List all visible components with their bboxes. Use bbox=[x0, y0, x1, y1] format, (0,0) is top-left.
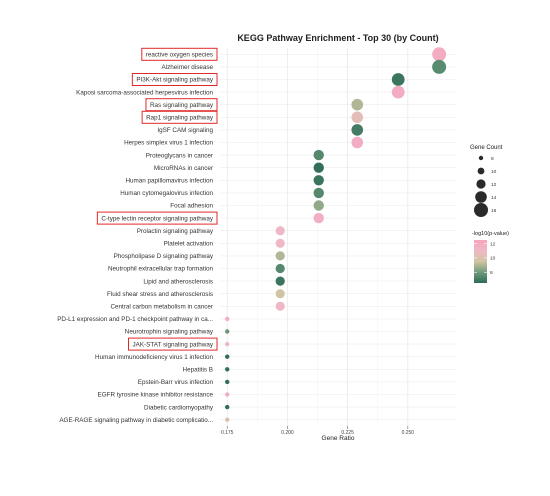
pathway-point bbox=[225, 367, 230, 372]
colorbar-tick-label: 10 bbox=[490, 256, 496, 262]
x-tick-label: 0.250 bbox=[402, 430, 415, 436]
pathway-label: Ras signaling pathway bbox=[150, 102, 214, 109]
pathway-label: PD-L1 expression and PD-1 checkpoint pat… bbox=[57, 316, 213, 323]
size-legend-dot bbox=[477, 167, 485, 175]
pathway-point bbox=[275, 251, 285, 261]
pathway-label: Proteoglycans in cancer bbox=[146, 152, 213, 159]
pathway-label: JAK-STAT signaling pathway bbox=[133, 341, 214, 348]
size-legend-dot bbox=[478, 155, 484, 161]
pathway-label: PI3K-Akt signaling pathway bbox=[136, 77, 214, 84]
pathway-label: Prolactin signaling pathway bbox=[137, 228, 214, 235]
pathway-point bbox=[225, 379, 230, 385]
size-legend-label: 14 bbox=[491, 195, 497, 201]
pathway-label: Herpes simplex virus 1 infection bbox=[124, 140, 213, 147]
pvalue-colorbar bbox=[474, 240, 487, 283]
pathway-point bbox=[391, 73, 405, 86]
pathway-label: EGFR tyrosine kinase inhibitor resistanc… bbox=[98, 392, 214, 399]
colorbar-tick-label: 12 bbox=[490, 241, 496, 247]
pathway-point bbox=[225, 354, 230, 359]
chart-title: KEGG Pathway Enrichment - Top 30 (by Cou… bbox=[237, 33, 438, 43]
size-legend-label: 12 bbox=[491, 182, 497, 188]
size-legend-dot bbox=[475, 191, 487, 203]
pathway-label: Focal adhesion bbox=[170, 203, 213, 210]
size-legend-label: 8 bbox=[491, 156, 494, 162]
highlight-box bbox=[145, 98, 218, 112]
pathway-label: IgSF CAM signaling bbox=[157, 127, 213, 134]
gene-count-legend-title: Gene Count bbox=[470, 145, 503, 151]
pathway-label: Hepatitis B bbox=[183, 367, 213, 374]
pathway-label: reactive oxygen species bbox=[146, 52, 213, 59]
pathway-point bbox=[313, 162, 324, 173]
gene-count-legend: Gene Count 8 10 12 14 16 bbox=[470, 145, 503, 217]
pathway-point bbox=[225, 417, 230, 422]
pathway-label: AGE-RAGE signaling pathway in diabetic c… bbox=[59, 417, 213, 424]
grid-layer bbox=[220, 48, 456, 426]
x-tick-label: 0.225 bbox=[341, 430, 354, 436]
pathway-point bbox=[351, 136, 364, 149]
pathway-label: Neurotrophin signaling pathway bbox=[125, 329, 214, 336]
pathway-point bbox=[351, 98, 364, 111]
highlight-box bbox=[141, 47, 218, 61]
pathway-point bbox=[225, 392, 230, 397]
pathway-label: Neutrophil extracellular trap formation bbox=[108, 266, 213, 273]
pathway-label: Rap1 signaling pathway bbox=[146, 115, 214, 122]
pvalue-color-legend: -log10(p-value) 12 10 8 bbox=[472, 231, 509, 283]
pathway-point bbox=[391, 85, 405, 99]
pathway-label: Diabetic cardiomyopathy bbox=[144, 404, 214, 411]
pathway-point bbox=[275, 226, 285, 236]
x-axis: 0.175 0.200 0.225 0.250 bbox=[221, 426, 414, 436]
size-legend-label: 16 bbox=[491, 208, 497, 214]
pathway-point bbox=[313, 212, 324, 224]
pathway-label: Alzheimer disease bbox=[162, 64, 214, 71]
colorbar-tick-label: 8 bbox=[490, 270, 493, 276]
pathway-point bbox=[351, 111, 364, 124]
pathway-point bbox=[225, 329, 230, 334]
pathway-label: Epstein-Barr virus infection bbox=[138, 379, 214, 386]
highlight-box bbox=[96, 211, 218, 225]
pathway-label: Central carbon metabolism in cancer bbox=[110, 304, 213, 311]
x-tick-label: 0.175 bbox=[221, 430, 234, 436]
pathway-point bbox=[313, 200, 324, 211]
size-legend-dot bbox=[474, 203, 488, 217]
pathway-label: Human cytomegalovirus infection bbox=[120, 190, 213, 197]
data-points bbox=[225, 47, 447, 422]
pathway-point bbox=[225, 341, 230, 347]
x-tick-label: 0.200 bbox=[281, 430, 294, 436]
pathway-point bbox=[313, 175, 324, 186]
pathway-point bbox=[275, 263, 285, 274]
x-axis-title: Gene Ratio bbox=[322, 435, 355, 442]
pathway-label: Phospholipase D signaling pathway bbox=[114, 253, 214, 260]
highlight-box bbox=[141, 110, 218, 124]
pvalue-legend-title: -log10(p-value) bbox=[472, 231, 509, 237]
size-legend-label: 10 bbox=[491, 169, 497, 175]
pathway-label: MicroRNAs in cancer bbox=[154, 165, 213, 172]
size-legend-dot bbox=[476, 179, 486, 189]
pathway-label: Platelet activation bbox=[164, 241, 214, 248]
pathway-point bbox=[313, 149, 324, 161]
pathway-point bbox=[275, 276, 285, 286]
pathway-label: Kaposi sarcoma-associated herpesvirus in… bbox=[76, 89, 213, 96]
pathway-label: Human papillomavirus infection bbox=[126, 178, 214, 185]
pathway-point bbox=[432, 47, 447, 62]
pathway-point bbox=[313, 187, 324, 199]
pathway-point bbox=[225, 404, 230, 410]
pathway-point bbox=[225, 316, 230, 322]
highlight-box bbox=[131, 73, 218, 86]
pathway-label: C-type lectin receptor signaling pathway bbox=[101, 215, 214, 222]
pathway-label: Human immunodeficiency virus 1 infection bbox=[95, 354, 213, 361]
pathway-point bbox=[432, 59, 447, 74]
plot-background bbox=[220, 48, 456, 426]
pathway-label: Lipid and atherosclerosis bbox=[143, 278, 213, 285]
pathway-labels: reactive oxygen species Alzheimer disease… bbox=[57, 47, 218, 424]
highlight-box bbox=[128, 337, 218, 351]
pathway-point bbox=[351, 124, 364, 136]
pathway-point bbox=[275, 238, 285, 248]
pathway-label: Fluid shear stress and atherosclerosis bbox=[107, 291, 213, 298]
pathway-point bbox=[275, 289, 285, 299]
pathway-point bbox=[275, 301, 285, 311]
